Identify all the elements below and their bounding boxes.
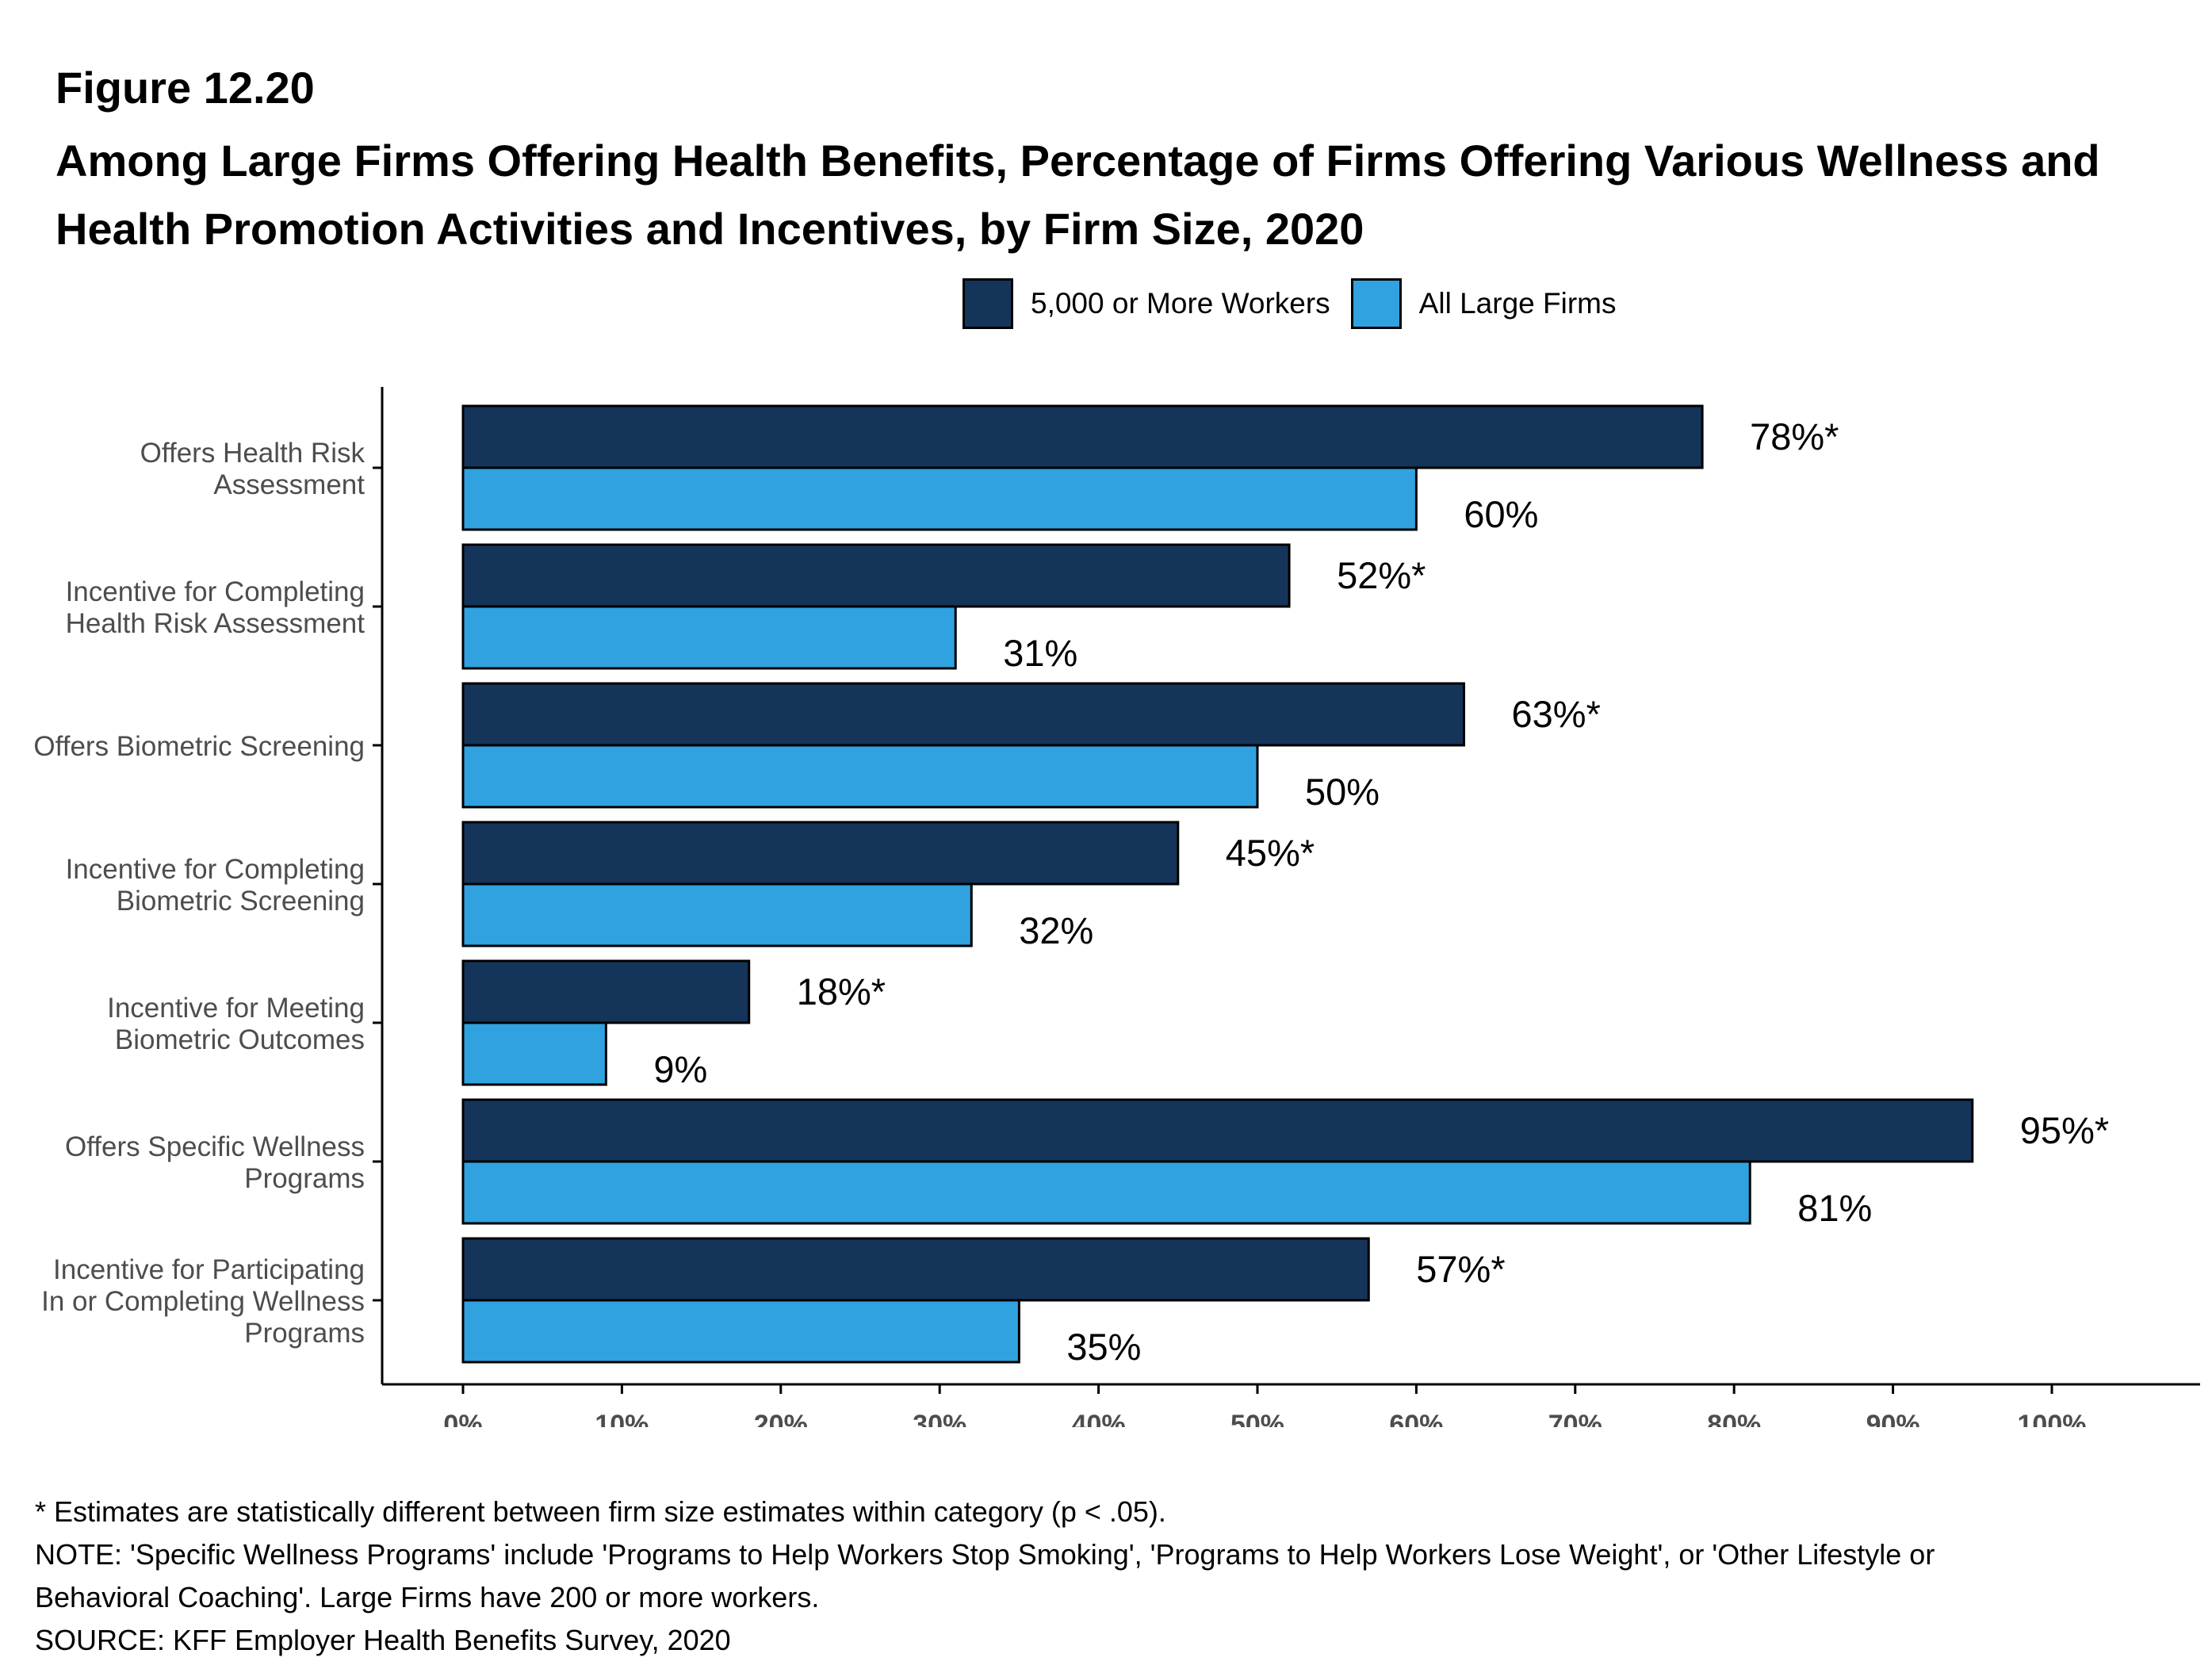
legend: 5,000 or More Workers All Large Firms [962,276,1636,331]
value-label-all-large: 50% [1305,771,1380,813]
x-tick-label: 20% [754,1410,808,1427]
footnotes: * Estimates are statistically different … [35,1491,2176,1662]
legend-item-5000-plus: 5,000 or More Workers [962,278,1330,329]
bar-all-large [461,605,957,670]
value-label-5000-plus: 45%* [1226,832,1315,874]
category-label: Offers Health Risk [140,438,365,469]
bar-all-large [461,1160,1751,1225]
x-tick-label: 100% [2018,1410,2087,1427]
category-label: Programs [244,1318,365,1349]
note-line-2: Behavioral Coaching'. Large Firms have 2… [35,1581,820,1613]
value-label-5000-plus: 95%* [2020,1109,2109,1151]
value-label-5000-plus: 57%* [1416,1248,1505,1290]
x-tick-label: 10% [595,1410,649,1427]
x-tick-label: 0% [443,1410,482,1427]
x-tick-label: 50% [1230,1410,1284,1427]
value-label-all-large: 31% [1003,632,1077,674]
bar-5000-plus [461,959,751,1024]
x-tick-label: 70% [1548,1410,1602,1427]
legend-swatch-all-large [1350,278,1402,329]
significance-note: * Estimates are statistically different … [35,1495,1166,1528]
value-label-all-large: 60% [1464,493,1538,535]
note-line-1: NOTE: 'Specific Wellness Programs' inclu… [35,1538,1935,1571]
bar-all-large [461,1299,1020,1364]
x-tick-label: 30% [913,1410,966,1427]
category-label: Assessment [213,469,365,500]
value-label-5000-plus: 52%* [1337,554,1426,596]
bar-5000-plus [461,682,1466,747]
category-label: Biometric Screening [117,886,365,917]
bar-5000-plus [461,821,1180,886]
legend-swatch-5000-plus [962,278,1013,329]
category-label: Incentive for Completing [66,854,365,885]
chart-title: Among Large Firms Offering Health Benefi… [55,136,2100,254]
legend-label-5000-plus: 5,000 or More Workers [1031,287,1330,320]
bar-chart: 0% 10% 20% 30% 40% 50% 60% 70% 80% 90% 100% Offers … [33,387,2200,1427]
category-label: Offers Biometric Screening [33,731,365,762]
value-label-5000-plus: 18%* [797,970,886,1012]
category-label: Biometric Outcomes [115,1024,365,1055]
value-label-all-large: 81% [1797,1187,1872,1229]
category-label: Incentive for Completing [66,576,365,607]
category-label: Incentive for Meeting [107,993,365,1024]
value-label-5000-plus: 63%* [1512,693,1601,735]
category-label: Offers Specific Wellness [65,1131,365,1162]
value-label-all-large: 9% [653,1048,707,1090]
legend-item-all-large: All Large Firms [1350,278,1617,329]
category-label: Programs [244,1163,365,1194]
bar-all-large [461,744,1259,809]
value-label-all-large: 35% [1066,1326,1141,1368]
bar-5000-plus [461,404,1704,469]
bar-all-large [461,882,973,947]
bar-5000-plus [461,543,1291,608]
category-label: Incentive for Participating [53,1254,365,1285]
x-tick-label: 90% [1866,1410,1920,1427]
category-label: Health Risk Assessment [66,608,365,639]
bar-all-large [461,466,1418,531]
bar-5000-plus [461,1237,1370,1302]
x-tick-label: 60% [1389,1410,1443,1427]
source-note: SOURCE: KFF Employer Health Benefits Sur… [35,1624,731,1656]
value-label-5000-plus: 78%* [1750,415,1839,457]
x-tick-label: 40% [1072,1410,1126,1427]
value-label-all-large: 32% [1019,909,1093,951]
bar-5000-plus [461,1098,1974,1163]
figure-number: Figure 12.20 [55,63,315,113]
category-label: In or Completing Wellness [41,1286,365,1317]
x-tick-label: 80% [1707,1410,1761,1427]
legend-label-all-large: All Large Firms [1418,287,1617,320]
bar-all-large [461,1021,607,1086]
